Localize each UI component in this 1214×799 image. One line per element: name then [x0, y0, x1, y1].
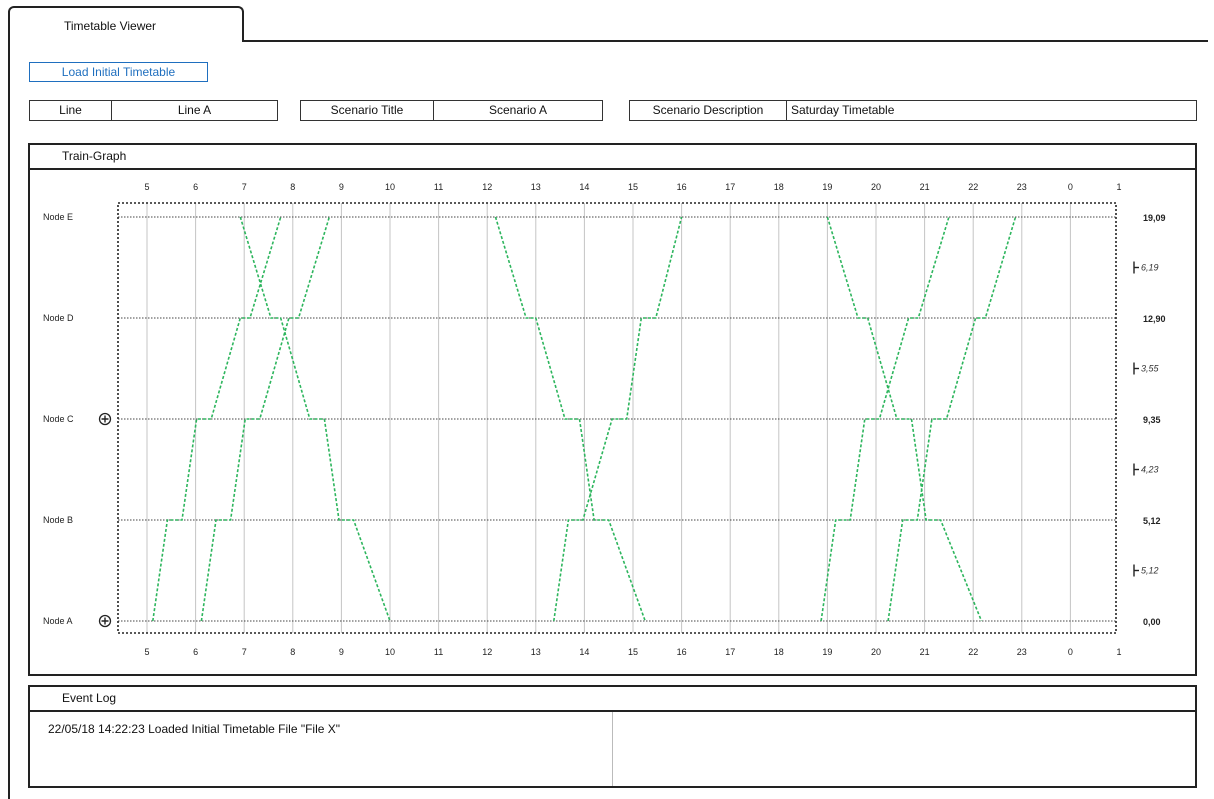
scenario-description-label: Scenario Description [630, 101, 787, 120]
content-frame [8, 40, 1208, 799]
scenario-description-value: Saturday Timetable [791, 103, 895, 117]
node-label: Node B [43, 515, 73, 525]
hour-label-bottom: 0 [1068, 647, 1073, 657]
hour-label-bottom: 10 [385, 647, 395, 657]
scenario-title-field: Scenario Title Scenario A [300, 100, 603, 121]
hour-label-top: 11 [434, 182, 443, 192]
hour-label-top: 21 [920, 182, 930, 192]
train-graph-header: Train-Graph [28, 143, 1197, 170]
plus-icon [101, 415, 109, 423]
hour-label-top: 13 [531, 182, 541, 192]
event-log-title: Event Log [62, 691, 117, 705]
plus-icon [101, 617, 109, 625]
hour-label-bottom: 1 [1116, 647, 1121, 657]
node-label: Node D [43, 313, 74, 323]
hour-label-top: 18 [774, 182, 784, 192]
scenario-title-label: Scenario Title [301, 101, 434, 120]
scenario-description-field: Scenario Description Saturday Timetable [629, 100, 1197, 121]
hour-label-top: 16 [677, 182, 687, 192]
hour-label-top: 7 [242, 182, 247, 192]
train-graph-panel [28, 168, 1197, 676]
tab-label: Timetable Viewer [64, 19, 157, 33]
hour-label-bottom: 9 [339, 647, 344, 657]
hour-label-top: 20 [871, 182, 881, 192]
train-path-3[interactable] [239, 216, 391, 622]
hour-label-top: 12 [482, 182, 492, 192]
hour-label-bottom: 21 [920, 647, 930, 657]
scenario-title-value: Scenario A [488, 103, 548, 117]
hour-label-top: 9 [339, 182, 344, 192]
hour-label-bottom: 7 [242, 647, 247, 657]
segment-distance-label: 4,23 [1141, 465, 1159, 475]
segment-distance-label: 5,12 [1141, 566, 1159, 576]
line-label: Line [30, 101, 112, 120]
segment-distance-label: 6,19 [1141, 263, 1159, 273]
line-value: Line A [177, 103, 212, 117]
line-field: Line Line A [29, 100, 278, 121]
load-initial-timetable-button[interactable]: Load Initial Timetable [29, 62, 208, 82]
hour-label-top: 22 [968, 182, 978, 192]
hour-label-top: 10 [385, 182, 395, 192]
event-log-panel [28, 710, 1197, 788]
hour-label-bottom: 14 [579, 647, 589, 657]
hour-label-top: 6 [193, 182, 198, 192]
node-distance-label: 0,00 [1143, 617, 1161, 627]
train-path-1[interactable] [152, 216, 282, 622]
node-label: Node C [43, 414, 74, 424]
hour-label-bottom: 6 [193, 647, 198, 657]
node-distance-label: 12,90 [1143, 314, 1166, 324]
node-distance-label: 5,12 [1143, 516, 1161, 526]
train-graph-title: Train-Graph [62, 149, 127, 163]
node-label: Node E [43, 212, 73, 222]
hour-label-top: 1 [1116, 182, 1121, 192]
train-path-6[interactable] [826, 216, 983, 622]
hour-label-bottom: 23 [1017, 647, 1027, 657]
hour-label-bottom: 18 [774, 647, 784, 657]
train-path-4[interactable] [494, 216, 646, 622]
train-path-8[interactable] [887, 216, 1017, 622]
tab-timetable-viewer[interactable]: Timetable Viewer [8, 6, 244, 42]
train-path-7[interactable] [820, 216, 950, 622]
hour-label-bottom: 19 [822, 647, 832, 657]
node-distance-label: 19,09 [1143, 213, 1166, 223]
hour-label-bottom: 20 [871, 647, 881, 657]
hour-label-top: 17 [725, 182, 735, 192]
hour-label-bottom: 12 [482, 647, 492, 657]
train-path-5[interactable] [553, 216, 683, 622]
hour-label-top: 8 [290, 182, 295, 192]
hour-label-bottom: 15 [628, 647, 638, 657]
hour-label-top: 5 [144, 182, 149, 192]
hour-label-bottom: 5 [144, 647, 149, 657]
hour-label-bottom: 8 [290, 647, 295, 657]
hour-label-top: 14 [579, 182, 589, 192]
hour-label-top: 19 [822, 182, 832, 192]
hour-label-top: 0 [1068, 182, 1073, 192]
event-log-header: Event Log [28, 685, 1197, 712]
hour-label-bottom: 17 [725, 647, 735, 657]
hour-label-bottom: 16 [677, 647, 687, 657]
hour-label-bottom: 11 [434, 647, 443, 657]
hour-label-top: 23 [1017, 182, 1027, 192]
train-graph-chart[interactable]: 5566778899101011111212131314141515161617… [28, 170, 1194, 674]
hour-label-bottom: 13 [531, 647, 541, 657]
graph-frame [117, 202, 1117, 634]
hour-label-bottom: 22 [968, 647, 978, 657]
event-log-entry: 22/05/18 14:22:23 Loaded Initial Timetab… [48, 722, 341, 736]
hour-label-top: 15 [628, 182, 638, 192]
train-path-2[interactable] [200, 216, 331, 622]
node-distance-label: 9,35 [1143, 415, 1161, 425]
segment-distance-label: 3,55 [1141, 364, 1160, 374]
event-log-divider [612, 712, 613, 786]
node-label: Node A [43, 616, 73, 626]
